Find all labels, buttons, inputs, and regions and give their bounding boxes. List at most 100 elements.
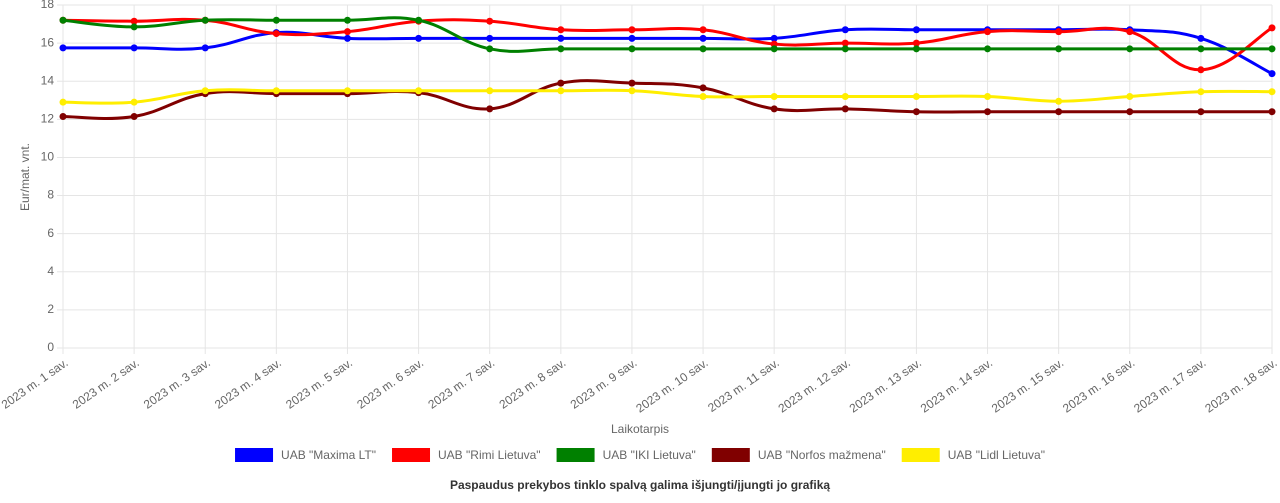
point	[1126, 92, 1134, 100]
point	[59, 98, 67, 106]
point	[984, 28, 992, 36]
y-axis-title: Eur/mat. vnt.	[18, 143, 32, 211]
legend-swatch	[392, 448, 431, 462]
point	[272, 30, 280, 38]
point	[841, 26, 849, 34]
y-tick-label: 16	[41, 35, 55, 49]
point	[912, 92, 920, 100]
legend-swatch	[711, 448, 750, 462]
point	[912, 108, 920, 116]
point	[841, 92, 849, 100]
x-tick-label: 2023 m. 8 sav.	[497, 356, 569, 412]
series	[59, 26, 1276, 78]
point	[984, 92, 992, 100]
point	[130, 23, 138, 31]
point	[486, 87, 494, 95]
x-axis-title: Laikotarpis	[611, 422, 669, 436]
point	[770, 34, 778, 42]
series	[59, 87, 1276, 106]
y-tick-label: 6	[47, 226, 54, 240]
point	[1055, 28, 1063, 36]
y-tick-label: 0	[47, 340, 54, 354]
point	[628, 79, 636, 87]
point	[1268, 24, 1276, 32]
point	[1197, 108, 1205, 116]
legend-item[interactable]: UAB "IKI Lietuva"	[556, 448, 696, 462]
point	[130, 44, 138, 52]
point	[984, 45, 992, 53]
line	[62, 16, 1272, 53]
y-tick-label: 4	[47, 264, 54, 278]
point	[628, 26, 636, 34]
point	[1268, 70, 1276, 78]
point	[557, 26, 565, 34]
x-tick-label: 2023 m. 16 sav.	[1060, 356, 1137, 416]
point	[1055, 97, 1063, 105]
x-tick-label: 2023 m. 9 sav.	[568, 356, 640, 412]
point	[486, 105, 494, 113]
point	[628, 34, 636, 42]
point	[272, 16, 280, 24]
point	[1197, 34, 1205, 42]
legend-item[interactable]: UAB "Rimi Lietuva"	[392, 448, 541, 462]
x-tick-label: 2023 m. 2 sav.	[70, 356, 142, 412]
series	[59, 16, 1276, 74]
point	[343, 28, 351, 36]
x-tick-label: 2023 m. 17 sav.	[1131, 356, 1208, 416]
point	[343, 34, 351, 42]
legend-label: UAB "Lidl Lietuva"	[948, 448, 1045, 462]
legend-swatch	[556, 448, 595, 462]
point	[841, 105, 849, 113]
point	[343, 16, 351, 24]
point	[699, 84, 707, 92]
point	[912, 39, 920, 47]
point	[201, 16, 209, 24]
line	[63, 27, 1273, 75]
line	[62, 17, 1273, 72]
point	[272, 87, 280, 95]
point	[1268, 88, 1276, 96]
point	[343, 87, 351, 95]
point	[557, 34, 565, 42]
point	[130, 17, 138, 25]
point	[699, 34, 707, 42]
point	[1126, 28, 1134, 36]
legend-label: UAB "Maxima LT"	[281, 448, 376, 462]
point	[699, 26, 707, 34]
y-tick-label: 8	[47, 188, 54, 202]
point	[1055, 45, 1063, 53]
legend-item[interactable]: UAB "Lidl Lietuva"	[901, 448, 1045, 462]
legend-label: UAB "Rimi Lietuva"	[438, 448, 541, 462]
x-tick-label: 2023 m. 7 sav.	[425, 356, 497, 412]
point	[1268, 108, 1276, 116]
point	[770, 45, 778, 53]
series	[59, 79, 1276, 121]
legend-swatch	[901, 448, 940, 462]
point	[59, 16, 67, 24]
point	[1197, 88, 1205, 96]
point	[1126, 45, 1134, 53]
y-tick-label: 10	[41, 150, 55, 164]
point	[1197, 66, 1205, 74]
point	[557, 87, 565, 95]
x-tick-label: 2023 m. 12 sav.	[776, 356, 853, 416]
point	[201, 87, 209, 95]
point	[699, 45, 707, 53]
point	[557, 79, 565, 87]
point	[201, 44, 209, 52]
point	[841, 45, 849, 53]
point	[912, 45, 920, 53]
point	[984, 108, 992, 116]
legend-item[interactable]: UAB "Norfos mažmena"	[711, 448, 886, 462]
point	[486, 34, 494, 42]
point	[486, 17, 494, 25]
point	[486, 45, 494, 53]
point	[841, 39, 849, 47]
point	[415, 87, 423, 95]
legend-item[interactable]: UAB "Maxima LT"	[235, 448, 376, 462]
x-tick-label: 2023 m. 1 sav.	[0, 356, 71, 412]
point	[1197, 45, 1205, 53]
legend-label: UAB "Norfos mažmena"	[758, 448, 886, 462]
legend-swatch	[235, 448, 274, 462]
point	[415, 16, 423, 24]
